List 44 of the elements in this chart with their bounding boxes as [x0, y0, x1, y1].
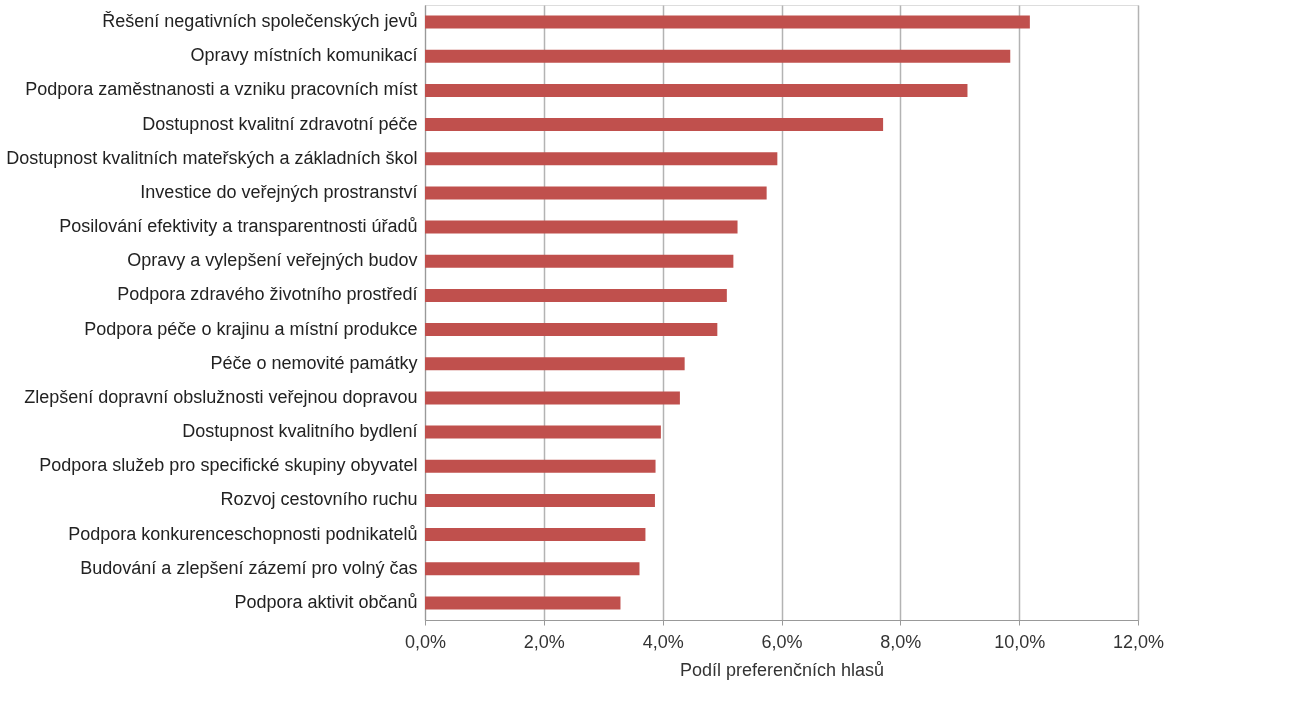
y-tick-label: Dostupnost kvalitní zdravotní péče — [142, 113, 418, 134]
bar — [425, 596, 621, 610]
x-tick-label: 2,0% — [523, 631, 565, 652]
bar — [425, 118, 884, 132]
y-tick-label: Dostupnost kvalitního bydlení — [182, 421, 418, 442]
y-tick-label: Péče o nemovité památky — [210, 352, 418, 373]
y-tick-label: Opravy místních komunikací — [190, 45, 418, 66]
y-tick-label: Posilování efektivity a transparentnosti úřadů — [59, 216, 418, 237]
y-tick-label: Podpora aktivit občanů — [234, 591, 418, 612]
y-tick-label: Budování a zlepšení zázemí pro volný čas — [80, 557, 418, 578]
y-tick-label: Řešení negativních společenských jevů — [102, 11, 418, 32]
bar — [425, 152, 778, 166]
bar — [425, 83, 968, 97]
x-tick-label: 0,0% — [404, 631, 447, 652]
bar — [425, 493, 655, 507]
bar — [425, 357, 685, 371]
y-tick-label: Zlepšení dopravní obslužnosti veřejnou dopravou — [24, 386, 418, 407]
y-tick-label: Podpora zdravého životního prostředí — [117, 284, 418, 305]
y-tick-label: Rozvoj cestovního ruchu — [220, 489, 418, 510]
y-tick-label: Investice do veřejných prostranství — [140, 181, 418, 202]
bar — [425, 254, 734, 268]
bar — [425, 220, 738, 234]
bar — [425, 459, 656, 473]
y-tick-label: Podpora zaměstnanosti a vzniku pracovních míst — [25, 79, 418, 100]
bar — [425, 323, 718, 337]
bar — [425, 425, 661, 439]
x-tick-label: 10,0% — [994, 631, 1046, 652]
y-tick-label: Opravy a vylepšení veřejných budov — [127, 250, 418, 271]
y-tick-label: Podpora péče o krajinu a místní produkce — [84, 318, 418, 339]
x-tick-label: 12,0% — [1112, 631, 1165, 652]
x-axis-title: Podíl preferenčních hlasů — [679, 659, 885, 680]
bar — [425, 15, 1030, 29]
bar — [425, 186, 767, 200]
y-tick-label: Podpora služeb pro specifické skupiny obyvatel — [39, 455, 418, 476]
x-tick-label: 4,0% — [642, 631, 684, 652]
bar — [425, 49, 1011, 63]
x-tick-label: 8,0% — [880, 631, 922, 652]
bar — [425, 391, 680, 405]
bar — [425, 562, 640, 576]
y-tick-label: Dostupnost kvalitních mateřských a základních škol — [6, 147, 418, 168]
bar — [425, 288, 727, 302]
y-tick-label: Podpora konkurenceschopnosti podnikatelů — [68, 523, 418, 544]
x-tick-label: 6,0% — [761, 631, 803, 652]
bar — [425, 528, 646, 542]
